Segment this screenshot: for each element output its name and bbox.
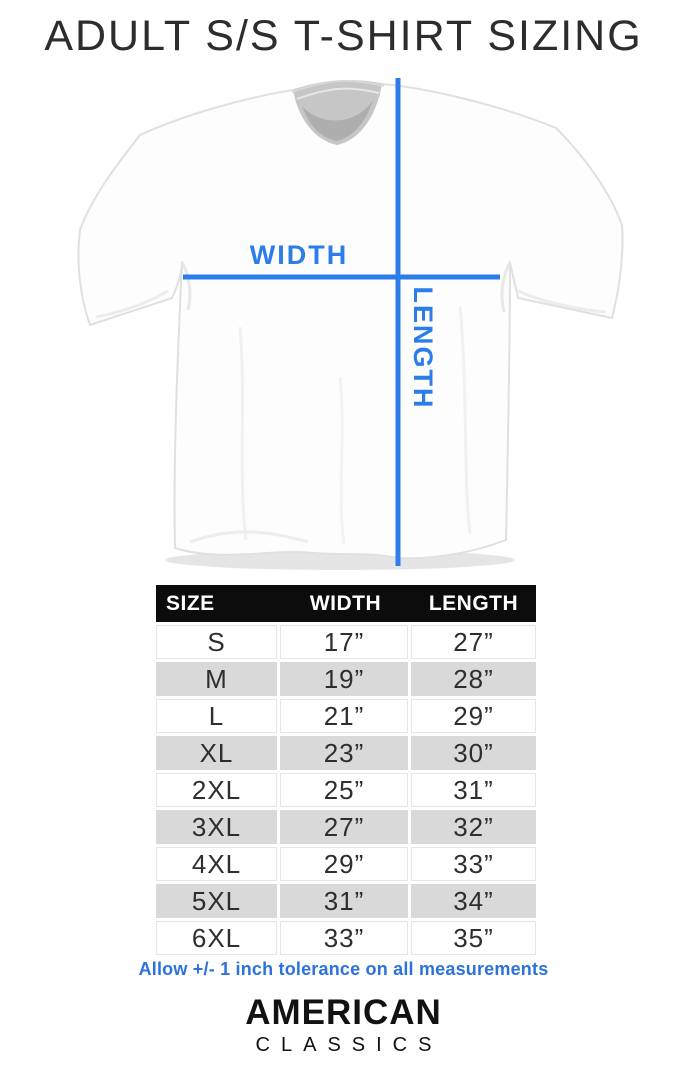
table-cell: M [156, 662, 277, 696]
brand-name-secondary: CLASSICS [255, 1034, 443, 1056]
table-row: S 17” 27” [156, 625, 536, 659]
table-cell: 5XL [156, 884, 277, 918]
left-armpit-crease [180, 261, 192, 311]
table-row: M 19” 28” [156, 662, 536, 696]
tshirt-image: WIDTH LENGTH [77, 78, 624, 570]
table-cell: 3XL [156, 810, 277, 844]
table-cell: 34” [411, 884, 536, 918]
table-cell: S [156, 625, 277, 659]
width-label: WIDTH [250, 240, 348, 270]
table-row: 4XL 29” 33” [156, 847, 536, 881]
body-crease-2 [458, 306, 472, 535]
table-cell: 6XL [156, 921, 277, 955]
column-header-length: LENGTH [428, 591, 519, 615]
table-cell: 4XL [156, 847, 277, 881]
table-cell: XL [156, 736, 277, 770]
hem-crease [189, 530, 309, 544]
table-cell: 32” [411, 810, 536, 844]
length-label: LENGTH [408, 287, 438, 410]
left-sleeve-seam [95, 289, 169, 319]
right-armpit-crease [500, 261, 512, 313]
size-table-header: SIZE WIDTH LENGTH [156, 585, 536, 622]
column-header-width: WIDTH [309, 591, 382, 615]
table-row: 6XL 33” 35” [156, 921, 536, 955]
table-row: 2XL 25” 31” [156, 773, 536, 807]
table-cell: 35” [411, 921, 536, 955]
table-cell: 29” [280, 847, 408, 881]
table-cell: 33” [411, 847, 536, 881]
table-cell: L [156, 699, 277, 733]
collar-inner-shadow [302, 100, 373, 141]
body-crease-1 [238, 326, 248, 541]
table-cell: 31” [280, 884, 408, 918]
collar-band-seam [296, 87, 380, 100]
page-title: ADULT S/S T-SHIRT SIZING [44, 12, 643, 60]
table-cell: 21” [280, 699, 408, 733]
table-row: L 21” 29” [156, 699, 536, 733]
size-table-body: S 17” 27” M 19” 28” L 21” 29” XL 23” 30” 2XL 25” 31” 3X… [156, 625, 536, 955]
tshirt-diagram: WIDTH LENGTH [40, 72, 650, 574]
table-cell: 27” [280, 810, 408, 844]
tolerance-note: Allow +/- 1 inch tolerance on all measur… [138, 959, 549, 979]
table-row: 5XL 31” 34” [156, 884, 536, 918]
table-cell: 31” [411, 773, 536, 807]
brand-name-primary: AMERICAN [245, 993, 442, 1032]
brand-logo: AMERICAN CLASSICS [0, 995, 687, 1055]
size-table: SIZE WIDTH LENGTH S 17” 27” M 19” 28” L 21” 29” X… [156, 585, 536, 955]
table-row: 3XL 27” 32” [156, 810, 536, 844]
table-cell: 29” [411, 699, 536, 733]
collar-seam [291, 79, 385, 93]
table-cell: 25” [280, 773, 408, 807]
table-cell: 30” [411, 736, 536, 770]
table-row: XL 23” 30” [156, 736, 536, 770]
table-cell: 27” [411, 625, 536, 659]
table-cell: 33” [280, 921, 408, 955]
body-crease-3 [338, 376, 346, 545]
table-cell: 17” [280, 625, 408, 659]
right-sleeve-seam [517, 289, 607, 314]
table-cell: 19” [280, 662, 408, 696]
tshirt-body [77, 81, 624, 560]
table-cell: 2XL [156, 773, 277, 807]
table-cell: 23” [280, 736, 408, 770]
column-header-size: SIZE [166, 591, 215, 615]
table-cell: 28” [411, 662, 536, 696]
